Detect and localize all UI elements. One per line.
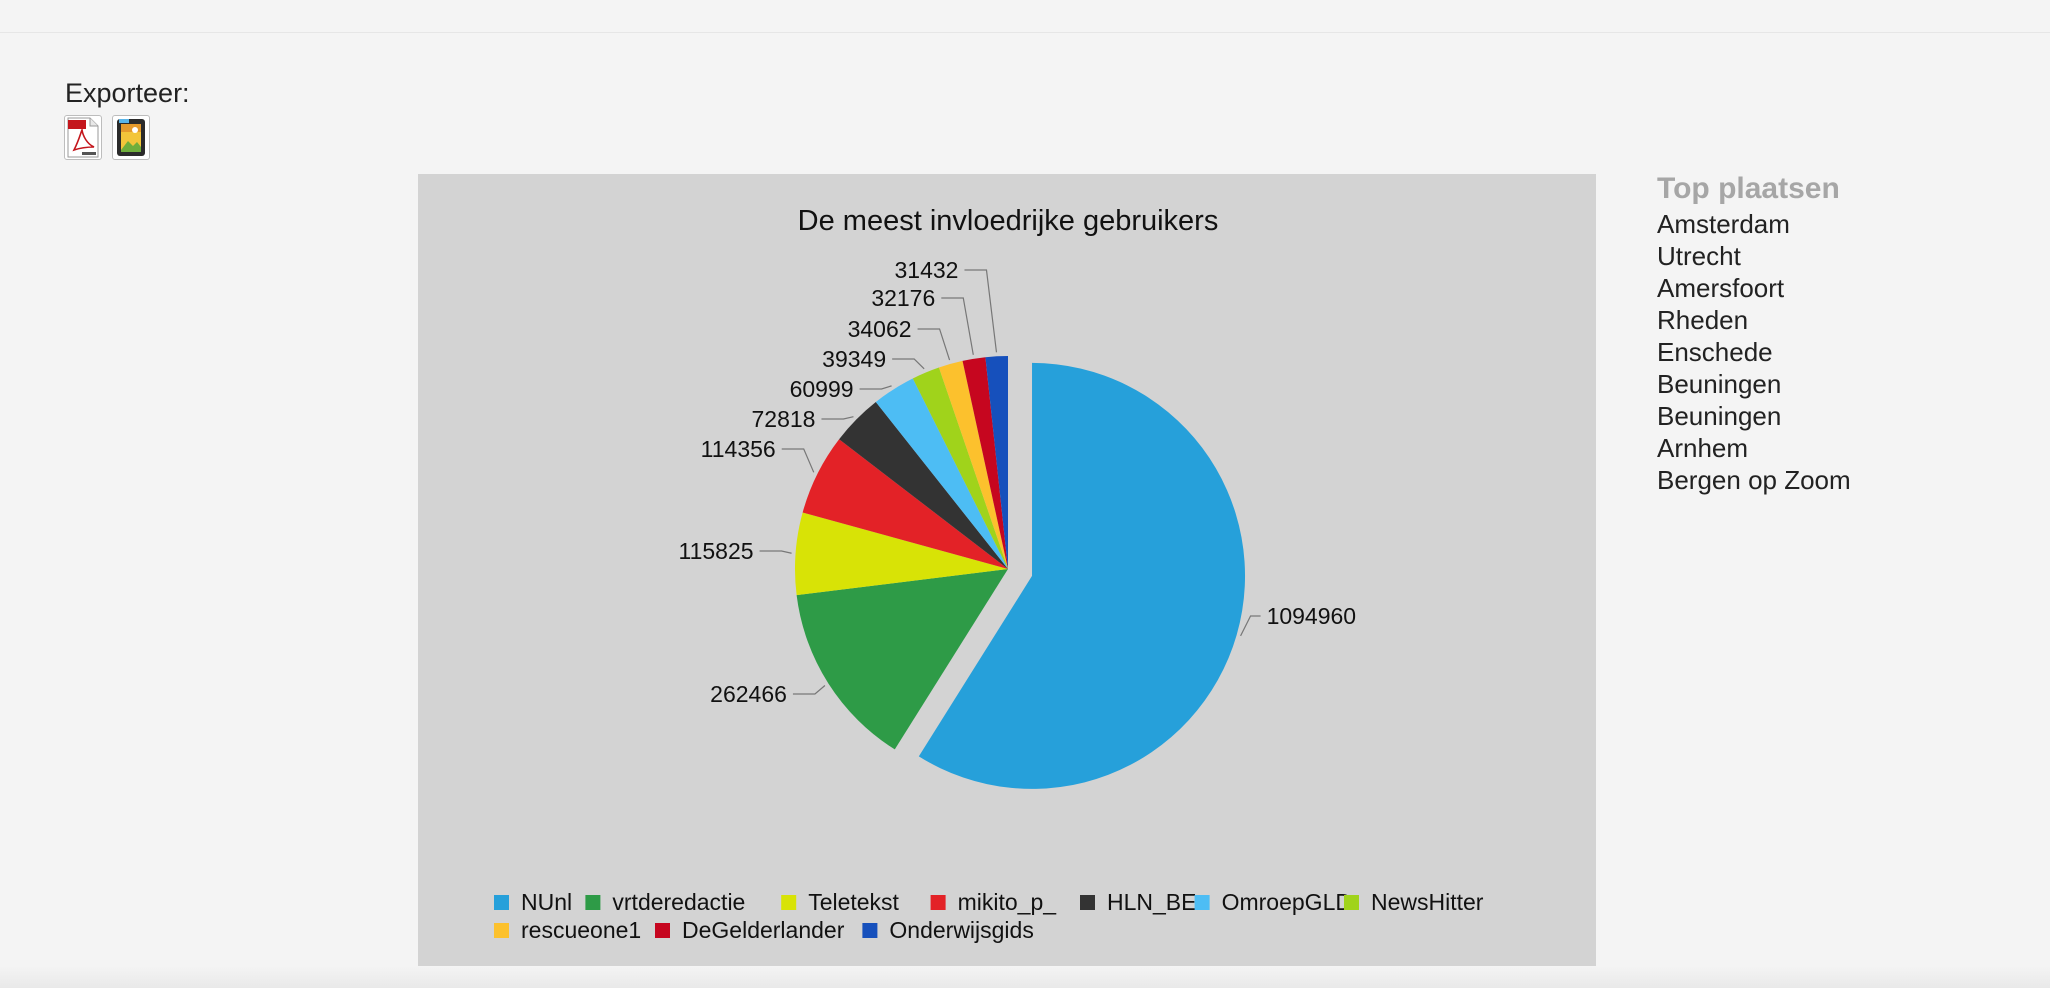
data-label: 72818 (751, 406, 815, 432)
top-place-item: Utrecht (1657, 241, 1741, 271)
data-label-connector (859, 385, 892, 390)
data-label-connector (1240, 615, 1261, 637)
data-label-connector (821, 416, 854, 420)
pie-slice-NUnl[interactable] (918, 362, 1246, 789)
top-place-item: Arnhem (1657, 433, 1749, 463)
pie-slice-rescueone1[interactable] (938, 360, 1008, 569)
top-places-title: Top plaatsen (1657, 172, 1840, 205)
pie-chart: De meest invloedrijke gebruikers 1094960… (494, 205, 1484, 943)
chart-legend: NUnl vrtderedactie Teletekst mikito_p_ HLN_B… (494, 889, 1484, 943)
pie-slice-mikito_p_[interactable] (802, 439, 1008, 569)
legend-label[interactable]: mikito_p_ (958, 889, 1058, 915)
legend-label[interactable]: rescueone1 (521, 917, 641, 943)
data-label: 115825 (679, 538, 754, 564)
pie-slice-HLN_BE[interactable] (839, 401, 1008, 569)
legend-swatch (930, 895, 946, 910)
legend-swatch (494, 895, 509, 910)
chart-panel: De meest invloedrijke gebruikers 1094960… (418, 174, 1596, 974)
data-label-connector (792, 685, 826, 695)
legend-label[interactable]: vrtderedactie (612, 889, 745, 915)
pie-slice-DeGelderlander[interactable] (962, 357, 1008, 569)
data-label: 114356 (701, 436, 776, 462)
legend-swatch (862, 923, 878, 938)
legend-label[interactable]: DeGelderlander (682, 917, 845, 943)
pie-slice-NewsHitter[interactable] (912, 367, 1008, 569)
pie-slice-vrtderedactie[interactable] (796, 569, 1008, 750)
legend-swatch (655, 923, 670, 938)
legend-label[interactable]: NewsHitter (1371, 889, 1484, 915)
legend-label[interactable]: HLN_BE (1107, 889, 1196, 915)
export-image-button[interactable] (112, 115, 150, 160)
data-label: 60999 (790, 376, 854, 402)
top-bar (0, 0, 2050, 33)
legend-label[interactable]: OmroepGLD (1222, 889, 1352, 915)
export-pdf-button[interactable] (64, 115, 102, 160)
top-places-panel: Top plaatsen Amsterdam Utrecht Amersfoort R… (1657, 172, 1851, 496)
data-label: 1094960 (1267, 603, 1357, 629)
chart-title: De meest invloedrijke gebruikers (798, 205, 1219, 237)
top-place-item: Amsterdam (1657, 209, 1790, 239)
bottom-shade (0, 966, 2050, 988)
top-place-item: Beuningen (1657, 401, 1782, 431)
pie-slice-Onderwijsgids[interactable] (985, 356, 1008, 569)
data-label-connector (941, 297, 974, 355)
legend-label[interactable]: Onderwijsgids (889, 917, 1033, 943)
pie-slice-Teletekst[interactable] (795, 512, 1008, 596)
top-place-item: Bergen op Zoom (1657, 465, 1851, 495)
export-label: Exporteer: (65, 78, 190, 108)
pie-slice-OmroepGLD[interactable] (875, 378, 1008, 569)
data-label: 31432 (895, 257, 959, 283)
legend-label[interactable]: NUnl (521, 889, 572, 915)
legend-swatch (585, 895, 601, 910)
legend-swatch (1344, 895, 1359, 910)
image-file-icon (117, 119, 145, 156)
top-places-list: Amsterdam Utrecht Amersfoort Rheden Enschede… (1657, 208, 1851, 496)
data-label: 34062 (848, 316, 912, 342)
top-place-item: Enschede (1657, 337, 1773, 367)
data-label: 39349 (822, 346, 886, 372)
legend-swatch (781, 895, 797, 910)
legend-label[interactable]: Teletekst (808, 889, 899, 915)
legend-swatch (494, 923, 509, 938)
legend-swatch (1194, 895, 1210, 910)
data-label: 262466 (710, 681, 787, 707)
data-label-connector (917, 328, 951, 361)
legend-swatch (1080, 895, 1095, 910)
data-label-connector (964, 269, 998, 353)
top-place-item: Amersfoort (1657, 273, 1785, 303)
pdf-file-icon (67, 117, 99, 158)
data-label: 32176 (871, 285, 935, 311)
top-place-item: Rheden (1657, 305, 1749, 335)
data-label-connector (781, 448, 815, 473)
data-label-connector (892, 358, 925, 370)
data-label-connector (759, 550, 792, 554)
top-place-item: Beuningen (1657, 369, 1782, 399)
